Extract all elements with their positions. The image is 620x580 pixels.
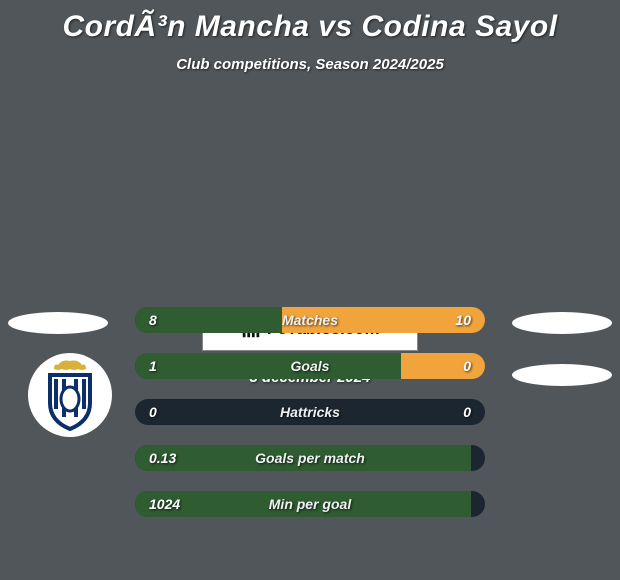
- club-crest-icon: [40, 359, 100, 431]
- page-subtitle: Club competitions, Season 2024/2025: [0, 56, 620, 73]
- player-left-oval: [8, 312, 108, 334]
- stat-row-goals: Goals 1 0: [135, 353, 485, 379]
- stat-label: Hattricks: [135, 399, 485, 425]
- stat-val-left: 8: [149, 307, 157, 333]
- club-badge: [28, 353, 112, 437]
- stat-val-right: 10: [455, 307, 471, 333]
- stat-label: Min per goal: [135, 491, 485, 517]
- stat-val-left: 0: [149, 399, 157, 425]
- stat-row-matches: Matches 8 10: [135, 307, 485, 333]
- stat-val-right: 0: [463, 399, 471, 425]
- stat-row-hattricks: Hattricks 0 0: [135, 399, 485, 425]
- stat-val-left: 1024: [149, 491, 180, 517]
- stat-label: Matches: [135, 307, 485, 333]
- player-right-oval-2: [512, 364, 612, 386]
- stat-label: Goals per match: [135, 445, 485, 471]
- stat-row-goals per match: Goals per match 0.13: [135, 445, 485, 471]
- page-title: CordÃ³n Mancha vs Codina Sayol: [0, 0, 620, 44]
- stat-bars: Matches 8 10 Goals 1 0 Hattricks 0 0 Goa…: [135, 307, 485, 537]
- stat-row-min per goal: Min per goal 1024: [135, 491, 485, 517]
- comparison-stage: Matches 8 10 Goals 1 0 Hattricks 0 0 Goa…: [0, 307, 620, 386]
- stat-val-right: 0: [463, 353, 471, 379]
- stat-label: Goals: [135, 353, 485, 379]
- player-right-oval: [512, 312, 612, 334]
- stat-val-left: 1: [149, 353, 157, 379]
- stat-val-left: 0.13: [149, 445, 176, 471]
